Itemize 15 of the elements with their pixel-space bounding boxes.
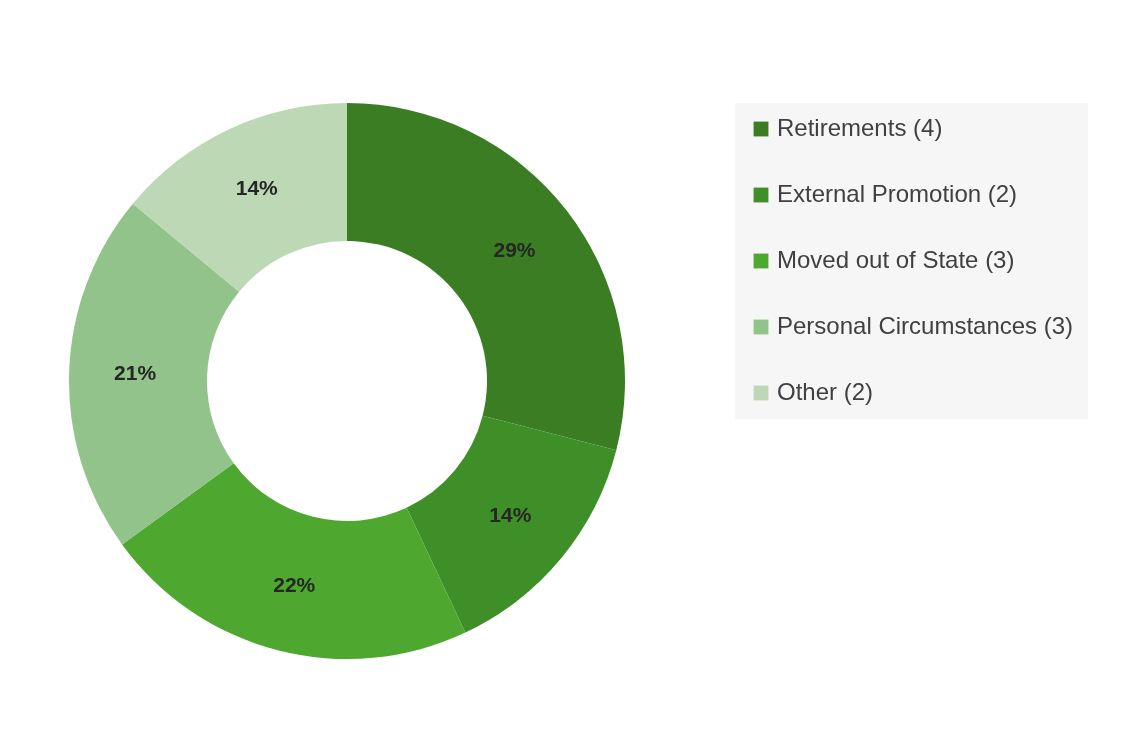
donut-slice — [347, 103, 625, 451]
legend-label: External Promotion (2) — [777, 180, 1018, 207]
donut-slice — [132, 103, 347, 292]
data-label: 21% — [114, 361, 157, 385]
data-label: 14% — [489, 503, 532, 527]
donut-slice — [406, 415, 617, 633]
donut-slice — [69, 203, 240, 545]
data-label: 22% — [273, 573, 316, 597]
legend-label: Other (2) — [777, 378, 874, 405]
donut-slice — [122, 463, 466, 659]
legend-label: Personal Circumstances (3) — [777, 312, 1074, 339]
legend-label: Retirements (4) — [777, 114, 943, 141]
legend-label: Moved out of State (3) — [777, 246, 1015, 273]
data-label: 29% — [493, 238, 536, 262]
data-label: 14% — [235, 176, 279, 200]
